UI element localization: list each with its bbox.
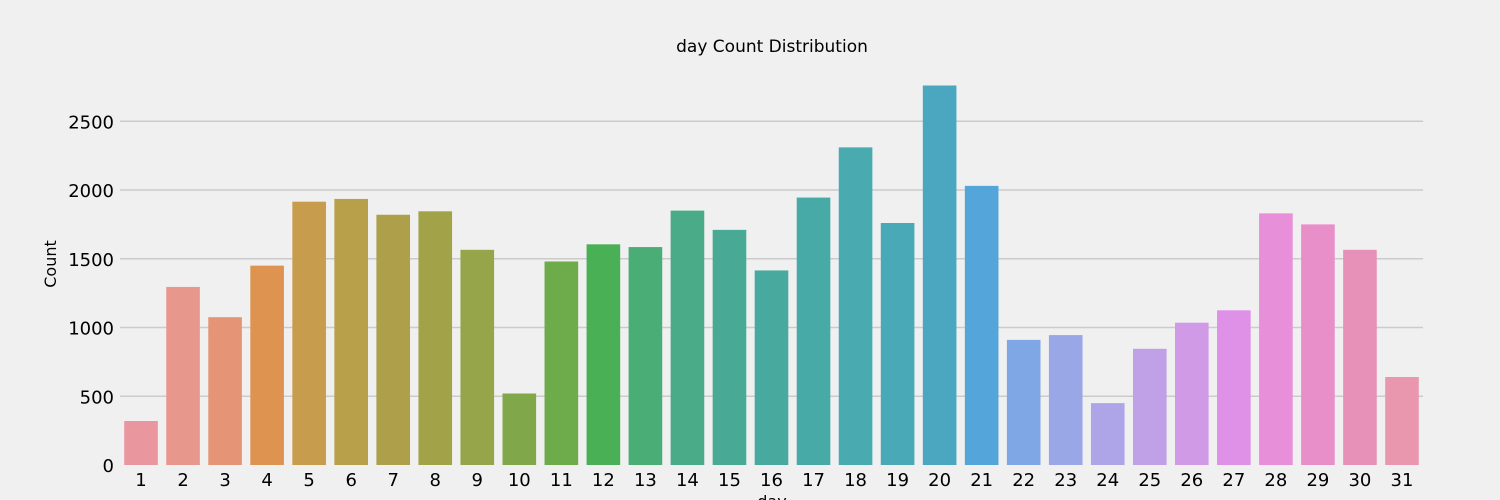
bar-day-27 xyxy=(1217,310,1251,465)
bar-day-17 xyxy=(796,197,831,465)
x-tick-label: 28 xyxy=(1264,470,1287,491)
x-tick-label: 27 xyxy=(1222,470,1245,491)
bars xyxy=(124,85,1419,465)
x-tick-label: 31 xyxy=(1391,470,1414,491)
bar-day-14 xyxy=(670,210,705,465)
x-tick-label: 23 xyxy=(1054,470,1077,491)
bar-day-24 xyxy=(1090,403,1125,465)
y-tick-labels: 0 500 1000 1500 2000 2500 xyxy=(68,112,114,477)
x-tick-label: 25 xyxy=(1138,470,1161,491)
chart-title: day Count Distribution xyxy=(676,37,868,57)
y-tick-label: 1000 xyxy=(68,319,114,340)
bar-day-26 xyxy=(1175,322,1209,465)
x-tick-label: 11 xyxy=(550,470,573,491)
bar-day-2 xyxy=(166,286,200,465)
x-tick-label: 20 xyxy=(928,470,951,491)
bar-day-31 xyxy=(1385,377,1419,465)
bar-day-15 xyxy=(712,229,747,465)
x-tick-label: 29 xyxy=(1306,470,1329,491)
x-tick-labels: 1 2 3 4 5 6 7 8 9 10 11 12 13 14 15 16 17 18 19 20 21 22 23 24 2… xyxy=(135,470,1413,491)
y-tick-label: 2000 xyxy=(68,181,114,202)
x-tick-label: 15 xyxy=(718,470,741,491)
x-tick-label: 3 xyxy=(219,470,230,491)
x-tick-label: 4 xyxy=(261,470,272,491)
bar-day-30 xyxy=(1343,249,1377,465)
bar-day-22 xyxy=(1006,339,1041,465)
bar-day-20 xyxy=(922,85,957,465)
x-tick-label: 2 xyxy=(177,470,188,491)
bar-day-3 xyxy=(208,317,242,465)
bar-day-13 xyxy=(628,247,663,465)
x-tick-label: 30 xyxy=(1348,470,1371,491)
x-tick-label: 5 xyxy=(303,470,314,491)
x-tick-label: 12 xyxy=(592,470,615,491)
x-tick-label: 16 xyxy=(760,470,783,491)
y-axis-title: Count xyxy=(41,240,60,288)
x-tick-label: 8 xyxy=(430,470,441,491)
bar-day-12 xyxy=(586,244,621,465)
x-tick-label: 13 xyxy=(634,470,657,491)
x-axis-title: day xyxy=(757,492,786,500)
x-tick-label: 18 xyxy=(844,470,867,491)
bar-day-1 xyxy=(124,421,158,465)
y-tick-label: 0 xyxy=(103,456,114,477)
x-tick-label: 14 xyxy=(676,470,699,491)
y-tick-label: 2500 xyxy=(68,112,114,133)
bar-day-28 xyxy=(1259,213,1293,465)
x-tick-label: 17 xyxy=(802,470,825,491)
bar-day-21 xyxy=(964,185,999,465)
x-tick-label: 10 xyxy=(508,470,531,491)
x-tick-label: 21 xyxy=(970,470,993,491)
bar-day-7 xyxy=(376,214,411,465)
y-tick-label: 1500 xyxy=(68,250,114,271)
x-tick-label: 6 xyxy=(345,470,356,491)
x-tick-label: 19 xyxy=(886,470,909,491)
bar-day-4 xyxy=(250,265,284,465)
x-tick-label: 24 xyxy=(1096,470,1119,491)
x-tick-label: 26 xyxy=(1180,470,1203,491)
bar-day-6 xyxy=(334,198,368,465)
bar-day-11 xyxy=(544,261,579,465)
bar-day-8 xyxy=(418,211,453,465)
bar-day-5 xyxy=(292,201,326,465)
bar-day-16 xyxy=(754,270,789,465)
x-tick-label: 1 xyxy=(135,470,146,491)
bar-day-9 xyxy=(460,249,495,465)
x-tick-label: 22 xyxy=(1012,470,1035,491)
bar-day-23 xyxy=(1048,335,1083,465)
y-tick-label: 500 xyxy=(80,387,114,408)
bar-day-29 xyxy=(1301,224,1335,465)
bar-day-19 xyxy=(880,223,915,465)
bar-day-10 xyxy=(502,393,537,465)
bar-day-25 xyxy=(1132,348,1167,465)
x-tick-label: 7 xyxy=(387,470,398,491)
bar-day-18 xyxy=(838,147,873,465)
x-tick-label: 9 xyxy=(472,470,483,491)
